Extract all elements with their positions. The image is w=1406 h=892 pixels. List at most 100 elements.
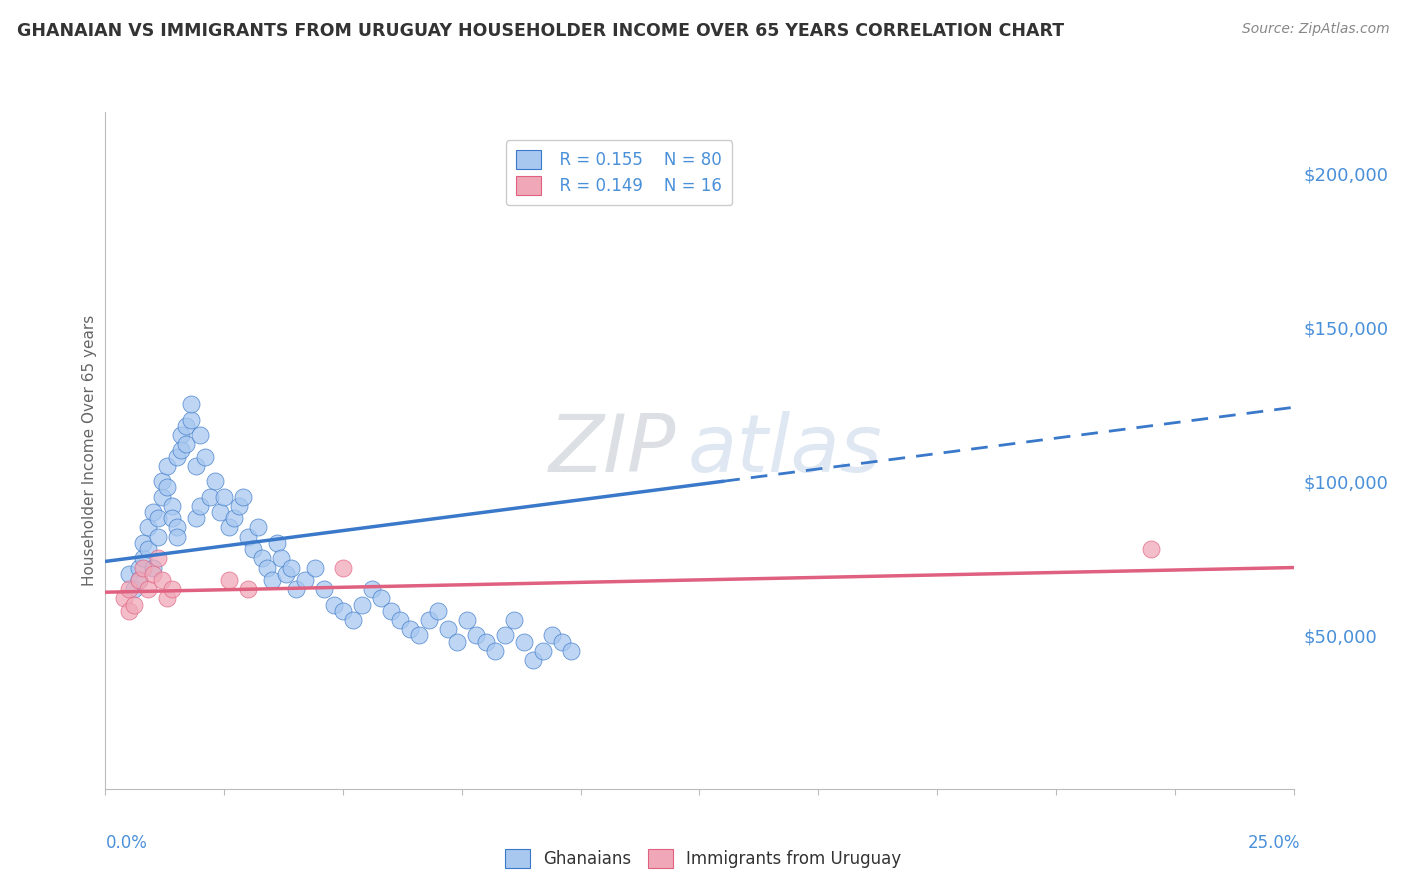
Point xyxy=(380,604,402,618)
Point xyxy=(156,458,179,473)
Point xyxy=(427,604,450,618)
Y-axis label: Householder Income Over 65 years: Householder Income Over 65 years xyxy=(82,315,97,586)
Point xyxy=(294,573,316,587)
Point xyxy=(184,511,207,525)
Point xyxy=(242,542,264,557)
Point xyxy=(446,634,468,648)
Text: ZIP: ZIP xyxy=(548,411,676,490)
Point xyxy=(232,490,254,504)
Point xyxy=(118,566,141,581)
Point xyxy=(332,604,354,618)
Point xyxy=(246,520,269,534)
Point xyxy=(352,598,374,612)
Point xyxy=(146,551,169,566)
Point xyxy=(465,628,488,642)
Legend:   R = 0.155    N = 80,   R = 0.149    N = 16: R = 0.155 N = 80, R = 0.149 N = 16 xyxy=(506,140,733,205)
Point xyxy=(436,622,458,636)
Point xyxy=(166,530,188,544)
Point xyxy=(166,450,188,464)
Point xyxy=(152,490,174,504)
Text: 0.0%: 0.0% xyxy=(105,834,148,852)
Legend: Ghanaians, Immigrants from Uruguay: Ghanaians, Immigrants from Uruguay xyxy=(498,842,908,875)
Point xyxy=(142,560,165,574)
Point xyxy=(174,418,197,433)
Point xyxy=(389,613,412,627)
Point xyxy=(408,628,430,642)
Point xyxy=(550,634,572,648)
Point xyxy=(128,573,150,587)
Point xyxy=(274,566,297,581)
Point xyxy=(304,560,326,574)
Point xyxy=(312,582,335,596)
Point xyxy=(194,450,217,464)
Point xyxy=(146,530,169,544)
Point xyxy=(512,634,534,648)
Point xyxy=(166,520,188,534)
Point xyxy=(180,397,202,411)
Point xyxy=(136,542,159,557)
Point xyxy=(160,582,183,596)
Point xyxy=(152,475,174,489)
Point xyxy=(474,634,496,648)
Point xyxy=(128,573,150,587)
Point xyxy=(214,490,236,504)
Point xyxy=(122,598,145,612)
Point xyxy=(180,412,202,426)
Point xyxy=(332,560,354,574)
Point xyxy=(114,591,136,606)
Point xyxy=(204,475,226,489)
Point xyxy=(122,582,145,596)
Point xyxy=(541,628,564,642)
Point xyxy=(418,613,440,627)
Point xyxy=(146,511,169,525)
Point xyxy=(503,613,526,627)
Text: Source: ZipAtlas.com: Source: ZipAtlas.com xyxy=(1241,22,1389,37)
Point xyxy=(160,511,183,525)
Point xyxy=(284,582,307,596)
Text: GHANAIAN VS IMMIGRANTS FROM URUGUAY HOUSEHOLDER INCOME OVER 65 YEARS CORRELATION: GHANAIAN VS IMMIGRANTS FROM URUGUAY HOUS… xyxy=(17,22,1064,40)
Point xyxy=(160,499,183,513)
Point xyxy=(170,443,193,458)
Point xyxy=(142,566,165,581)
Point xyxy=(174,437,197,451)
Point xyxy=(118,582,141,596)
Point xyxy=(370,591,392,606)
Point xyxy=(270,551,292,566)
Point xyxy=(256,560,278,574)
Point xyxy=(132,536,155,550)
Point xyxy=(1140,542,1163,557)
Point xyxy=(118,604,141,618)
Point xyxy=(128,560,150,574)
Point xyxy=(252,551,274,566)
Point xyxy=(260,573,283,587)
Point xyxy=(484,644,506,658)
Point xyxy=(236,582,259,596)
Point xyxy=(136,582,159,596)
Point xyxy=(190,499,212,513)
Point xyxy=(360,582,382,596)
Point xyxy=(132,560,155,574)
Point xyxy=(218,573,240,587)
Point xyxy=(398,622,420,636)
Point xyxy=(156,591,179,606)
Text: 25.0%: 25.0% xyxy=(1249,834,1301,852)
Point xyxy=(208,505,231,519)
Text: atlas: atlas xyxy=(688,411,883,490)
Point xyxy=(531,644,554,658)
Point xyxy=(156,480,179,494)
Point xyxy=(184,458,207,473)
Point xyxy=(522,653,544,667)
Point xyxy=(190,428,212,442)
Point xyxy=(198,490,221,504)
Point xyxy=(132,551,155,566)
Point xyxy=(152,573,174,587)
Point xyxy=(170,428,193,442)
Point xyxy=(322,598,344,612)
Point xyxy=(456,613,478,627)
Point xyxy=(494,628,516,642)
Point xyxy=(222,511,245,525)
Point xyxy=(266,536,288,550)
Point xyxy=(236,530,259,544)
Point xyxy=(142,505,165,519)
Point xyxy=(228,499,250,513)
